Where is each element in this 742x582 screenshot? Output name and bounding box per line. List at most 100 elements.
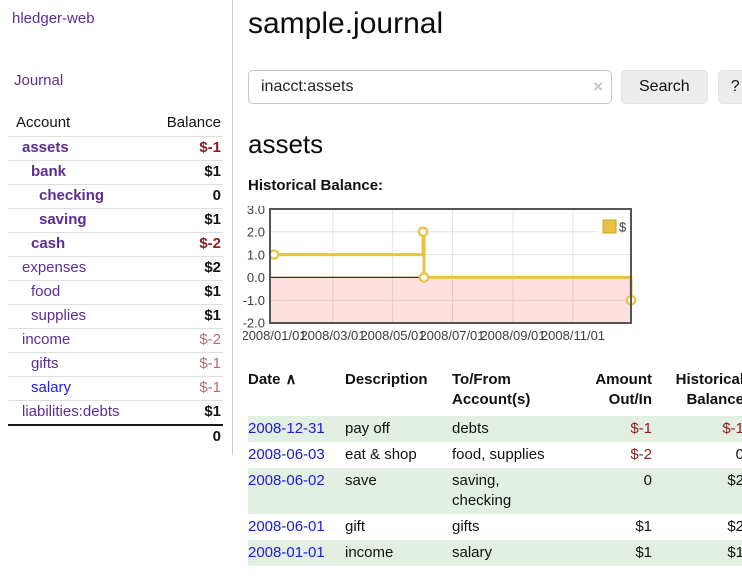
account-balance: $1 [204, 403, 221, 420]
search-form: × Search ? [248, 70, 742, 104]
svg-text:0.0: 0.0 [247, 270, 265, 285]
account-link-assets[interactable]: assets [22, 139, 69, 156]
svg-text:-2.0: -2.0 [243, 316, 265, 331]
account-balance: $-1 [199, 379, 221, 396]
accounts-total-balance: 0 [212, 428, 221, 445]
transaction-description: pay off [345, 420, 390, 437]
account-balance: $1 [204, 163, 221, 180]
svg-text:3.0: 3.0 [247, 206, 265, 217]
chart-legend: $ [597, 215, 628, 238]
search-input[interactable] [248, 70, 612, 104]
account-row-food: food $1 [8, 280, 223, 305]
register-row: 2008-06-02 save saving, checking 0 $2 [248, 468, 742, 514]
account-balance: $1 [204, 211, 221, 228]
transaction-amount: $1 [635, 544, 652, 561]
column-header-amount: Amount Out/In [595, 371, 652, 408]
account-balance: $-2 [199, 331, 221, 348]
account-heading: assets [248, 129, 324, 159]
register-row: 2008-12-31 pay off debts $-1 $-1 [248, 416, 742, 442]
transaction-balance: $-1 [722, 420, 742, 437]
accounts-header-balance: Balance [144, 111, 223, 137]
transaction-description: eat & shop [345, 446, 417, 463]
register-row: 2008-06-01 gift gifts $1 $2 [248, 514, 742, 540]
x-axis-ticks: 2008/01/01 2008/03/01 2008/05/01 2008/07… [243, 328, 605, 343]
accounts-header-account: Account [8, 111, 145, 137]
account-row-saving: saving $1 [8, 208, 223, 233]
svg-text:2008/01/01: 2008/01/01 [243, 328, 307, 343]
column-header-description: Description [345, 371, 428, 388]
account-row-bank: bank $1 [8, 160, 223, 185]
account-balance: $-1 [199, 355, 221, 372]
account-balance: $-1 [199, 139, 221, 156]
legend-swatch [602, 219, 617, 234]
register-row: 2008-01-01 income salary $1 $1 [248, 540, 742, 566]
register-header-row: Date ∧ Description To/From Account(s) Amo… [248, 368, 742, 416]
transaction-description: gift [345, 518, 366, 535]
register-table: Date ∧ Description To/From Account(s) Amo… [248, 368, 742, 566]
transaction-date-link[interactable]: 2008-01-01 [248, 544, 325, 561]
svg-text:2008/07/01: 2008/07/01 [419, 328, 484, 343]
register-row: 2008-06-03 eat & shop food, supplies $-2… [248, 442, 742, 468]
sidebar: hledger-web Journal Account Balance asse… [0, 0, 233, 455]
sort-ascending-icon: ∧ [285, 371, 297, 388]
clear-search-icon[interactable]: × [593, 77, 603, 96]
transaction-date-link[interactable]: 2008-06-01 [248, 518, 325, 535]
transaction-description: save [345, 472, 377, 489]
accounts-total-row: 0 [8, 424, 223, 449]
y-axis-ticks: 3.0 2.0 1.0 0.0 -1.0 -2.0 [243, 206, 265, 331]
account-link-checking[interactable]: checking [39, 187, 105, 204]
svg-text:2008/09/01: 2008/09/01 [480, 328, 545, 343]
account-link-bank[interactable]: bank [31, 163, 67, 180]
brand-link[interactable]: hledger-web [12, 10, 95, 27]
help-button[interactable]: ? [717, 70, 742, 104]
svg-text:2008/11/01: 2008/11/01 [541, 328, 605, 343]
account-row-assets: assets $-1 [8, 136, 223, 161]
transaction-accounts: food, supplies [452, 446, 545, 463]
account-link-income[interactable]: income [22, 331, 71, 348]
account-link-food[interactable]: food [31, 283, 61, 300]
transaction-balance: 0 [735, 446, 742, 463]
transaction-amount: $1 [635, 518, 652, 535]
transaction-accounts: saving, checking [452, 472, 512, 509]
legend-label: $ [619, 220, 627, 235]
page-title: sample.journal [248, 7, 444, 40]
account-row-supplies: supplies $1 [8, 304, 223, 329]
svg-text:2008/03/01: 2008/03/01 [300, 328, 365, 343]
search-button[interactable]: Search [621, 70, 708, 104]
account-link-saving[interactable]: saving [39, 211, 87, 228]
account-link-cash[interactable]: cash [31, 235, 66, 252]
page: hledger-web Journal Account Balance asse… [0, 0, 742, 566]
account-link-supplies[interactable]: supplies [31, 307, 87, 324]
account-balance: $1 [204, 307, 221, 324]
negative-region [271, 277, 630, 323]
account-balance: $-2 [199, 235, 221, 252]
account-balance: $1 [204, 283, 221, 300]
chart-title: Historical Balance: [248, 177, 384, 194]
historical-balance-chart: $ 3.0 2.0 1.0 0.0 -1.0 -2.0 2008/01/01 2… [243, 206, 637, 343]
accounts-table: Account Balance assets $-1 bank $1 check… [8, 111, 223, 449]
account-row-liabilities-debts: liabilities:debts $1 [8, 400, 223, 425]
column-header-balance: Historical Balance [675, 371, 742, 408]
transaction-accounts: gifts [452, 518, 480, 535]
account-link-salary[interactable]: salary [31, 379, 72, 396]
sidebar-item-journal[interactable]: Journal [14, 72, 64, 89]
transaction-date-link[interactable]: 2008-12-31 [248, 420, 325, 437]
column-header-date[interactable]: Date ∧ [248, 371, 297, 388]
account-link-expenses[interactable]: expenses [22, 259, 87, 276]
svg-text:2.0: 2.0 [247, 225, 265, 240]
account-link-liabilities-debts[interactable]: liabilities:debts [22, 403, 120, 420]
transaction-description: income [345, 544, 394, 561]
account-row-income: income $-2 [8, 328, 223, 353]
transaction-amount: 0 [643, 472, 652, 489]
transaction-accounts: debts [452, 420, 489, 437]
transaction-amount: $-1 [630, 420, 652, 437]
transaction-amount: $-2 [630, 446, 652, 463]
transaction-balance: $2 [727, 518, 742, 535]
account-balance: $2 [204, 259, 221, 276]
account-link-gifts[interactable]: gifts [31, 355, 59, 372]
transaction-date-link[interactable]: 2008-06-02 [248, 472, 325, 489]
plot-border [269, 208, 632, 324]
transaction-balance: $2 [727, 472, 742, 489]
transaction-date-link[interactable]: 2008-06-03 [248, 446, 325, 463]
account-balance: 0 [212, 187, 221, 204]
